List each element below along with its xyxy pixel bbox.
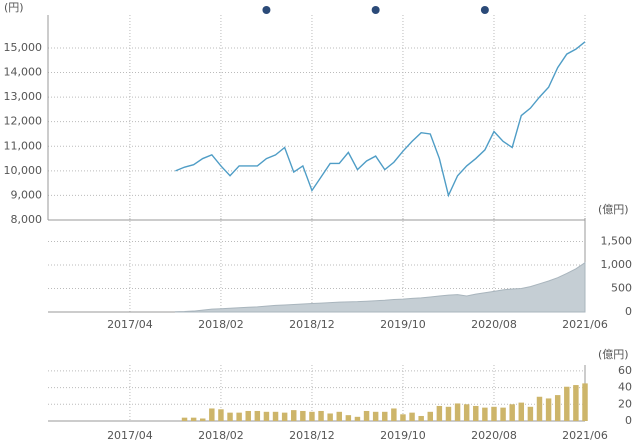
bar	[491, 406, 497, 421]
bar	[354, 416, 361, 421]
bar	[281, 412, 288, 421]
event-dot	[262, 6, 271, 14]
bar	[436, 405, 443, 421]
bar	[536, 396, 543, 421]
y-tick-label: 40	[618, 381, 632, 394]
bar	[545, 398, 552, 421]
y-tick-label: 15,000	[4, 41, 43, 54]
asset-area	[174, 261, 586, 313]
bar	[473, 405, 479, 421]
bar	[509, 404, 515, 421]
y-tick-label: 0	[625, 305, 632, 318]
bar	[263, 411, 270, 421]
y-tick-label: 60	[618, 364, 632, 377]
bar	[363, 410, 370, 421]
x-tick-label: 2018/02	[198, 429, 244, 442]
bar	[554, 395, 561, 421]
x-tick-label: 2019/10	[380, 429, 426, 442]
bar	[327, 413, 333, 421]
bar	[518, 402, 525, 421]
x-tick-label: 2021/06	[562, 318, 608, 331]
bar	[409, 412, 415, 421]
price-line	[175, 41, 586, 198]
x-tick-label: 2019/10	[380, 318, 426, 331]
y-tick-label: 20	[618, 397, 632, 410]
y-tick-label: 13,000	[4, 90, 43, 103]
bar	[573, 385, 579, 421]
y-tick-label: 11,000	[4, 139, 43, 152]
y-tick-label: 1,000	[601, 258, 633, 271]
bar	[236, 412, 242, 421]
bar	[382, 411, 388, 421]
y-axis-label: (億円)	[598, 348, 629, 361]
y-axis-label: (円)	[4, 1, 24, 14]
bar	[272, 411, 279, 421]
y-tick-label: 1,500	[601, 235, 633, 248]
bar	[463, 404, 470, 421]
bar	[300, 410, 306, 421]
event-dot	[480, 6, 489, 14]
x-tick-label: 2017/04	[107, 318, 153, 331]
bar	[181, 417, 188, 421]
bar	[309, 411, 315, 421]
bar	[582, 383, 588, 421]
x-tick-label: 2020/08	[471, 318, 517, 331]
y-tick-label: 500	[611, 282, 632, 295]
bar	[218, 409, 224, 421]
bar	[500, 407, 506, 421]
x-tick-label: 2018/12	[289, 318, 335, 331]
bar	[190, 417, 197, 421]
x-tick-label: 2020/08	[471, 429, 517, 442]
y-axis-label: (億円)	[598, 203, 629, 216]
bar	[245, 410, 251, 421]
bar	[372, 411, 379, 421]
bar	[391, 408, 397, 421]
bar	[199, 418, 206, 421]
bar	[345, 415, 352, 421]
bar	[418, 415, 424, 421]
x-tick-label: 2018/02	[198, 318, 244, 331]
bar	[445, 406, 452, 421]
event-dot	[371, 6, 380, 14]
bar	[209, 408, 215, 421]
bar	[454, 403, 461, 421]
y-tick-label: 14,000	[4, 66, 43, 79]
bar	[336, 411, 342, 421]
bar	[427, 411, 434, 421]
y-tick-label: 8,000	[11, 213, 43, 226]
bar	[527, 406, 534, 421]
bar	[400, 414, 406, 421]
bar	[254, 410, 261, 421]
x-tick-label: 2021/06	[562, 429, 608, 442]
bar	[482, 407, 488, 421]
y-tick-label: 12,000	[4, 115, 43, 128]
bar	[564, 386, 570, 421]
bar	[227, 412, 233, 421]
x-tick-label: 2018/12	[289, 429, 335, 442]
y-tick-label: 10,000	[4, 164, 43, 177]
bar	[291, 410, 297, 421]
y-tick-label: 9,000	[11, 188, 43, 201]
x-tick-label: 2017/04	[107, 429, 153, 442]
bar	[318, 410, 324, 421]
y-tick-label: 0	[625, 414, 632, 427]
